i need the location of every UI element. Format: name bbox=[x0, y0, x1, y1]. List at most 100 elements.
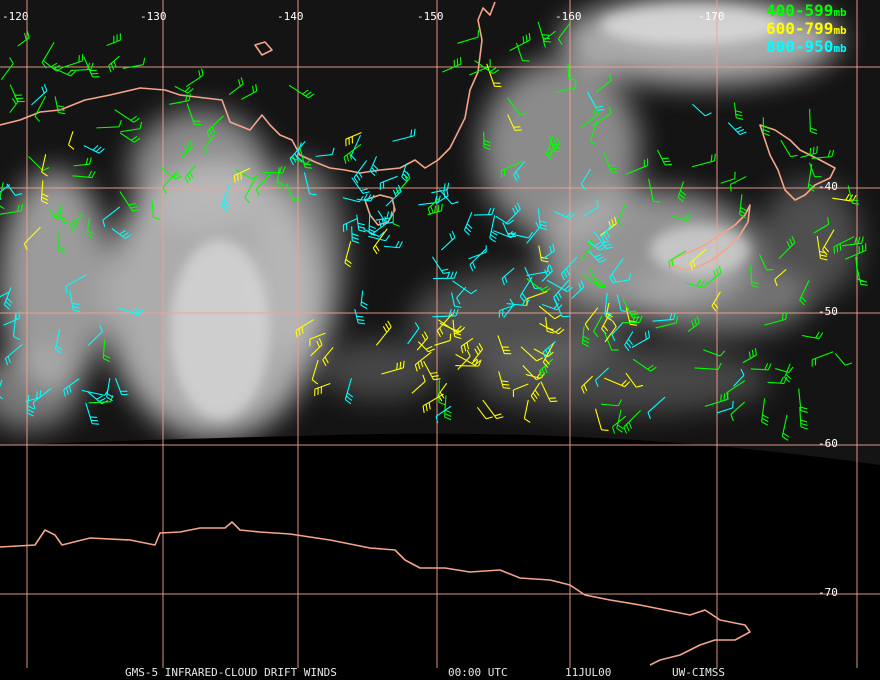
barb-shaft bbox=[604, 377, 625, 388]
barb-flag bbox=[381, 218, 385, 226]
barb-shaft bbox=[844, 249, 867, 260]
wind-barb bbox=[186, 103, 202, 126]
wind-barb bbox=[372, 228, 388, 255]
barb-flag bbox=[751, 349, 754, 357]
antarctica-coast bbox=[0, 521, 751, 666]
barb-shaft bbox=[476, 407, 487, 420]
barb-flag bbox=[95, 146, 102, 153]
barb-shaft bbox=[353, 160, 368, 178]
wind-barb bbox=[603, 152, 618, 173]
wind-barb bbox=[750, 363, 772, 371]
barb-flag bbox=[683, 214, 689, 221]
barb-flag bbox=[324, 356, 329, 364]
wind-barb bbox=[439, 189, 459, 205]
barb-flag bbox=[693, 318, 697, 326]
barb-shaft bbox=[417, 341, 429, 353]
barb-shaft bbox=[181, 146, 193, 158]
barb-flag bbox=[696, 279, 702, 287]
barb-flag bbox=[566, 286, 574, 293]
barb-flag bbox=[75, 219, 79, 227]
barb-flag bbox=[779, 376, 784, 384]
barb-flag bbox=[718, 265, 722, 273]
legend-unit: mb bbox=[833, 6, 847, 19]
wind-barb bbox=[440, 230, 456, 251]
barb-flag bbox=[860, 283, 868, 286]
wind-barb bbox=[587, 91, 605, 111]
wind-barb bbox=[622, 298, 640, 319]
wind-barb bbox=[545, 317, 555, 334]
barb-flag bbox=[65, 286, 68, 294]
wind-barb bbox=[515, 42, 530, 62]
barb-shaft bbox=[687, 322, 700, 333]
barb-flag bbox=[671, 259, 674, 267]
barb-shaft bbox=[648, 178, 654, 202]
barb-flag bbox=[535, 221, 540, 229]
barb-shaft bbox=[235, 169, 254, 180]
barb-flag bbox=[138, 309, 144, 316]
barb-shaft bbox=[501, 160, 523, 172]
barb-flag bbox=[544, 269, 549, 277]
barb-flag bbox=[539, 223, 547, 227]
wind-barb bbox=[498, 304, 515, 318]
barb-shaft bbox=[526, 271, 548, 277]
island-coast bbox=[254, 41, 273, 56]
wind-barb bbox=[40, 180, 49, 205]
wind-barb bbox=[344, 378, 354, 405]
wind-barb bbox=[542, 243, 555, 260]
barb-flag bbox=[435, 416, 439, 424]
barb-flag bbox=[791, 236, 796, 243]
barb-flag bbox=[555, 327, 562, 333]
wind-barb bbox=[604, 292, 612, 319]
barb-flag bbox=[696, 316, 700, 324]
barb-flag bbox=[800, 410, 808, 413]
barb-shaft bbox=[206, 115, 224, 132]
latitude-label: -50 bbox=[818, 305, 838, 318]
barb-shaft bbox=[221, 183, 231, 207]
barb-shaft bbox=[85, 402, 93, 424]
barb-shaft bbox=[622, 298, 634, 319]
barb-flag bbox=[492, 69, 500, 75]
barb-shaft bbox=[116, 306, 139, 316]
barb-shaft bbox=[808, 162, 816, 177]
longitude-label: -160 bbox=[555, 10, 582, 23]
barb-shaft bbox=[604, 292, 608, 315]
barb-flag bbox=[611, 274, 617, 281]
barb-shaft bbox=[234, 167, 251, 177]
wind-barb bbox=[69, 290, 81, 313]
wind-barb bbox=[345, 131, 362, 147]
wind-barb bbox=[593, 231, 614, 250]
barb-flag bbox=[647, 330, 651, 338]
barb-shaft bbox=[584, 307, 599, 325]
wind-barb bbox=[414, 351, 432, 372]
barb-shaft bbox=[761, 398, 766, 422]
wind-barb bbox=[119, 191, 140, 212]
wind-barb bbox=[160, 166, 182, 180]
wind-barb bbox=[436, 313, 453, 338]
barb-flag bbox=[616, 427, 623, 433]
barb-flag bbox=[363, 193, 368, 201]
barb-flag bbox=[621, 310, 629, 313]
barb-shaft bbox=[554, 87, 576, 93]
wind-barb bbox=[813, 217, 830, 234]
barb-shaft bbox=[368, 235, 386, 242]
barb-shaft bbox=[81, 389, 105, 396]
barb-flag bbox=[99, 324, 103, 332]
wind-barb bbox=[368, 234, 391, 242]
barb-shaft bbox=[542, 342, 555, 363]
barb-flag bbox=[130, 115, 137, 121]
barb-flag bbox=[351, 236, 359, 240]
barb-flag bbox=[510, 232, 517, 239]
barb-flag bbox=[582, 342, 589, 348]
barb-flag bbox=[186, 142, 191, 150]
barb-flag bbox=[304, 163, 312, 166]
barb-flag bbox=[628, 421, 633, 429]
wind-barb bbox=[360, 290, 368, 310]
barb-shaft bbox=[533, 348, 549, 358]
barb-flag bbox=[854, 237, 857, 245]
barb-flag bbox=[593, 278, 601, 284]
footer-text: 00:00 UTC bbox=[448, 666, 508, 679]
barb-shaft bbox=[593, 231, 607, 250]
barb-flag bbox=[471, 358, 478, 364]
wind-barb bbox=[800, 145, 818, 158]
tasmania-coast bbox=[364, 194, 396, 226]
